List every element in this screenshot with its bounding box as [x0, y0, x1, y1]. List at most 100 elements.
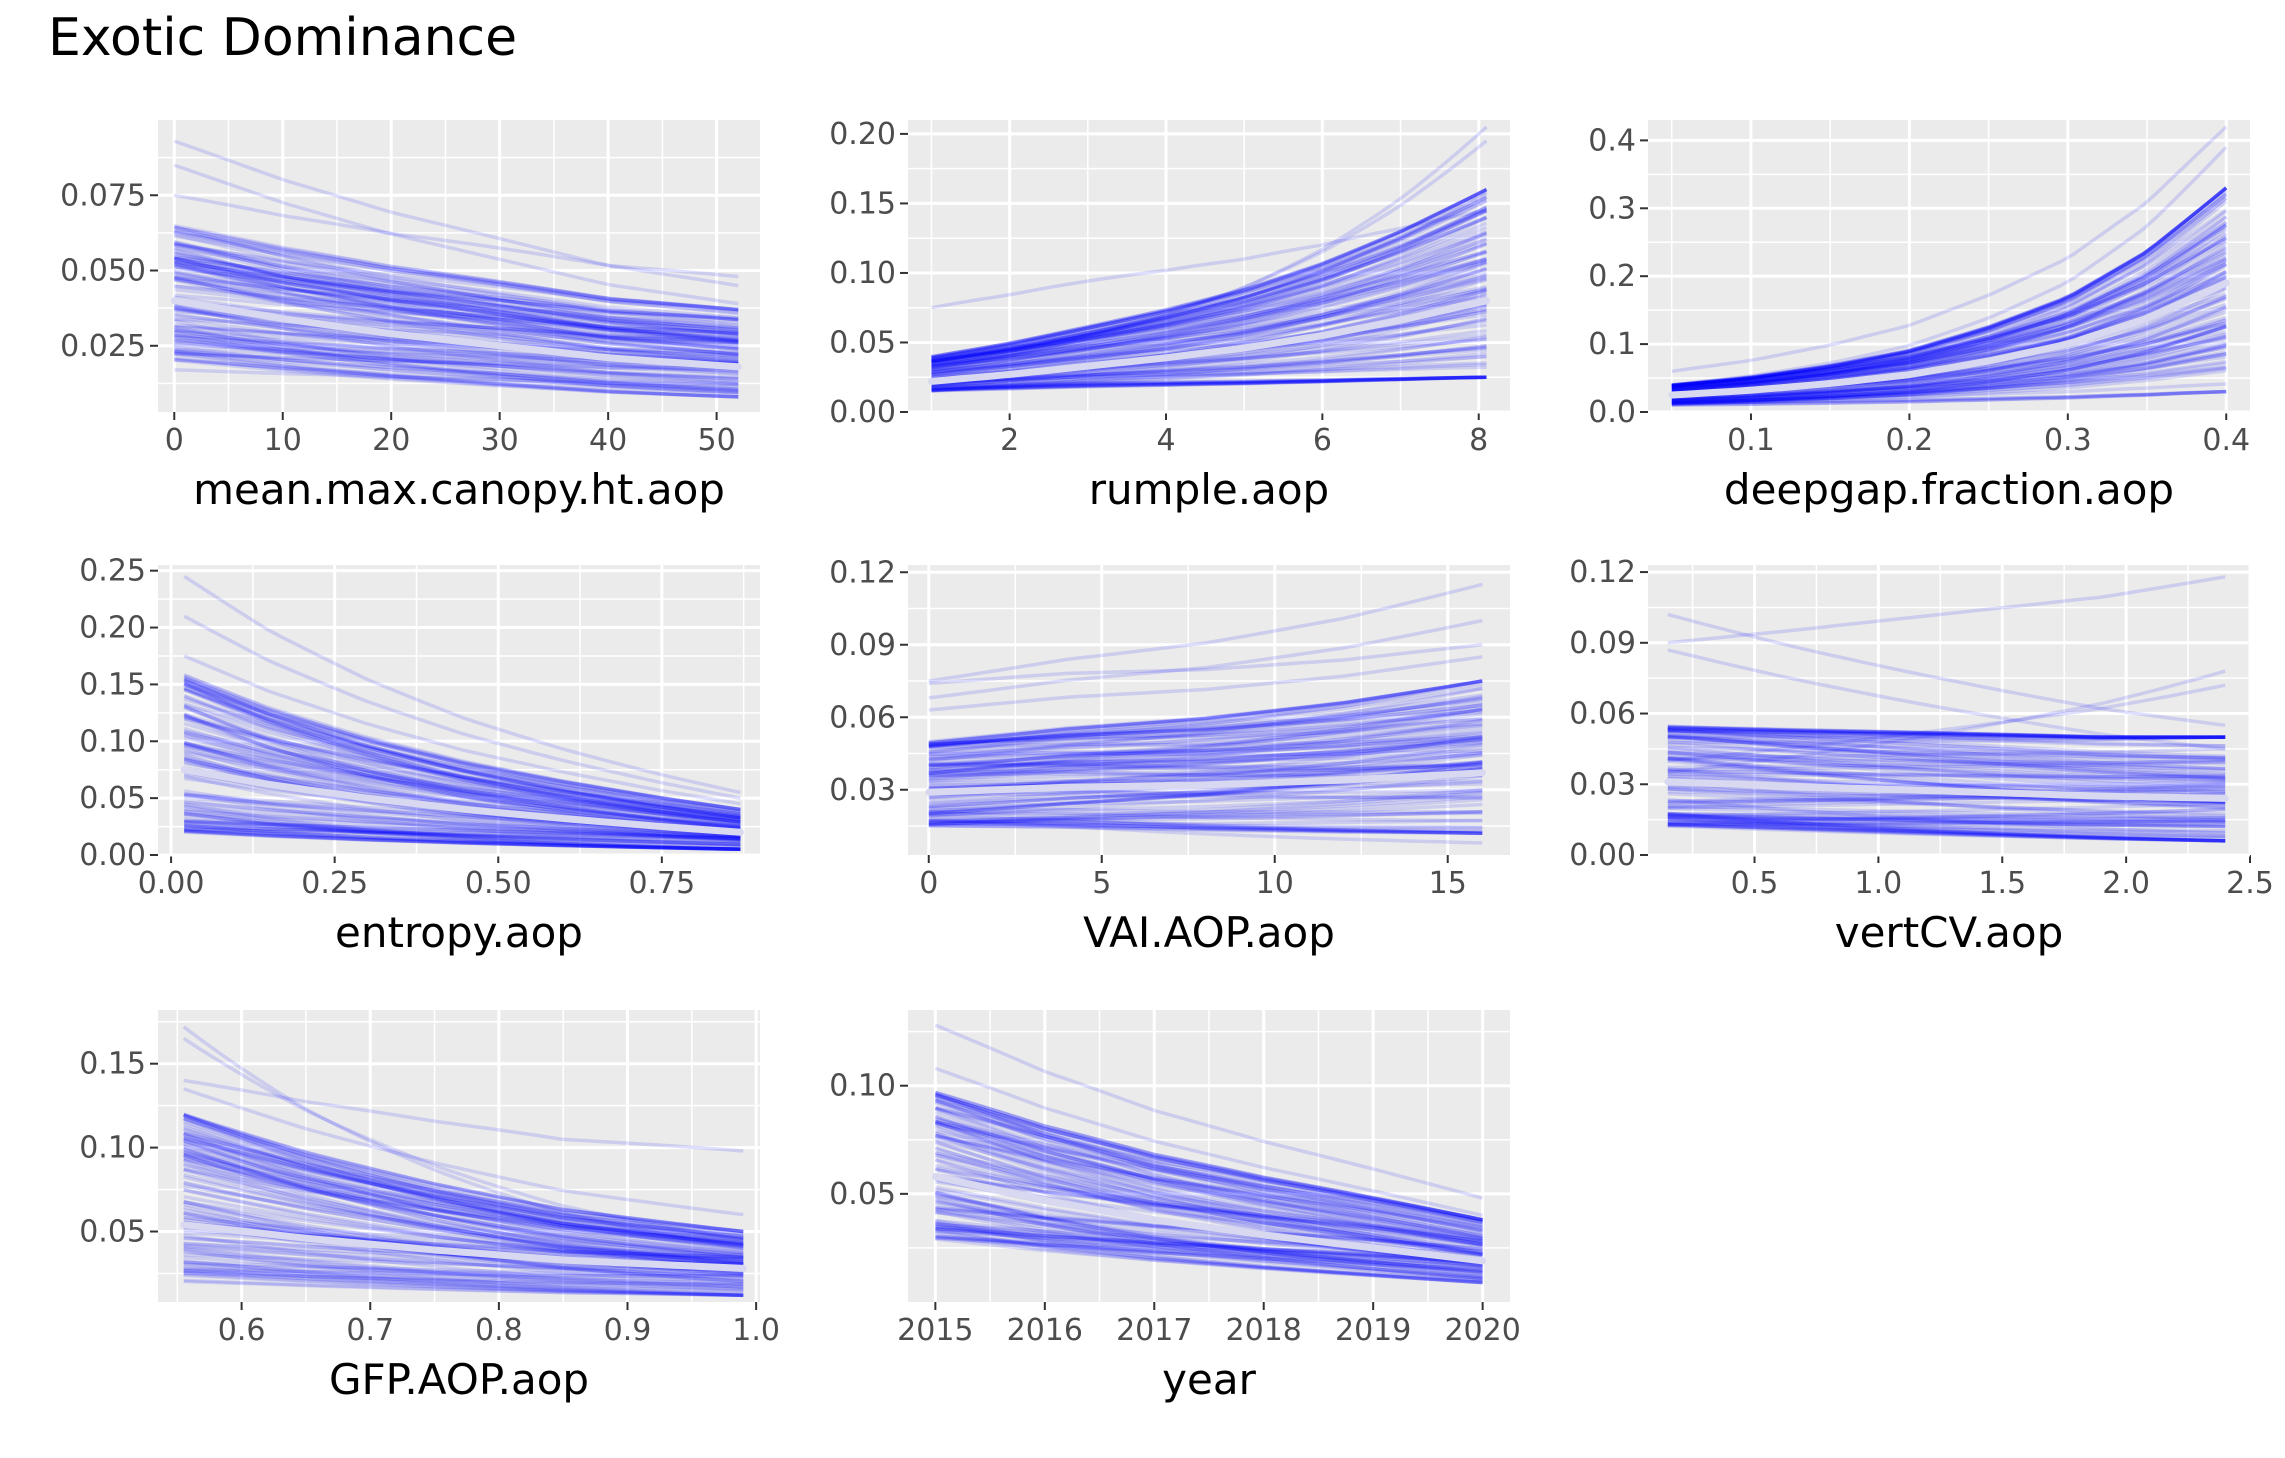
draw-line — [934, 1090, 1483, 1222]
outlier-draw-line — [183, 1087, 744, 1217]
x-tick-label: 10 — [1256, 866, 1294, 901]
draw-line — [183, 683, 741, 812]
draw-line — [1667, 746, 2226, 761]
draw-line — [931, 207, 1488, 370]
draw-line — [173, 230, 739, 315]
draw-line — [1671, 186, 2228, 388]
y-tick-label: 0.00 — [829, 395, 896, 430]
outlier-draw-line — [931, 208, 1487, 310]
draw-line — [934, 1106, 1483, 1228]
draw-line — [184, 823, 741, 852]
draw-line — [931, 199, 1488, 359]
draw-line — [935, 1222, 1483, 1267]
draw-line — [1671, 191, 2228, 390]
draw-line — [1667, 787, 2226, 818]
draw-line — [184, 822, 741, 847]
draw-line — [1667, 737, 2226, 770]
panel-4: 0.00 0.25 0.50 0.75 0.00 0.05 0.10 0.15 0.20 0.25… — [79, 554, 760, 957]
draw-line — [183, 1112, 744, 1234]
draw-line — [1671, 287, 2227, 403]
mean-line — [180, 766, 744, 836]
draw-line — [928, 769, 1483, 778]
draw-line — [931, 375, 1487, 390]
draw-line — [1667, 819, 2226, 827]
mean-line — [925, 769, 1486, 796]
draw-line — [173, 264, 739, 347]
draw-line — [928, 818, 1483, 836]
draw-line — [928, 706, 1483, 746]
draw-line — [184, 828, 741, 852]
draw-line — [183, 1126, 744, 1247]
draw-line — [183, 1267, 744, 1278]
mean-line — [170, 297, 742, 371]
draw-line — [184, 830, 741, 852]
draw-line — [1671, 306, 2227, 404]
draw-line — [183, 1260, 744, 1277]
draw-line — [173, 246, 739, 355]
draw-line — [935, 1236, 1483, 1273]
draw-line — [183, 742, 741, 829]
draw-line — [1667, 724, 2226, 748]
draw-line — [1671, 200, 2228, 392]
draw-line — [173, 248, 739, 347]
draw-line — [1667, 811, 2226, 821]
draw-line — [174, 333, 739, 376]
draw-line — [1667, 727, 2226, 761]
panel-8: 2015 2016 2017 2018 2019 2020 0.05 0.10 year — [829, 1010, 1521, 1404]
x-tick-label: 2.5 — [2226, 866, 2274, 901]
draw-line — [183, 1132, 744, 1260]
draw-line — [1667, 815, 2226, 839]
outlier-draw-line — [1667, 648, 2226, 751]
draw-line — [931, 231, 1488, 364]
draw-line — [1667, 787, 2226, 805]
draw-line — [183, 1265, 744, 1298]
draw-line — [928, 735, 1483, 750]
draw-line — [1671, 220, 2228, 392]
draw-line — [173, 229, 739, 312]
x-tick-label: 1.0 — [732, 1313, 780, 1348]
draw-line — [928, 679, 1483, 745]
draw-line — [931, 375, 1487, 392]
draw-line — [931, 375, 1487, 391]
draw-line — [183, 1154, 744, 1259]
draw-line — [931, 221, 1488, 367]
draw-line — [174, 329, 739, 381]
draw-line — [184, 828, 741, 849]
draw-line — [931, 257, 1488, 372]
panel-background — [1648, 565, 2250, 855]
draw-line — [183, 1135, 744, 1240]
outlier-draw-line — [182, 1037, 744, 1242]
draw-line — [183, 1117, 744, 1249]
draw-line — [183, 1245, 744, 1276]
draw-line — [183, 697, 741, 812]
draw-line — [183, 758, 741, 831]
draw-line — [934, 1121, 1483, 1255]
draw-line — [174, 267, 739, 320]
draw-line — [928, 733, 1483, 767]
draw-line — [1667, 801, 2226, 818]
draw-line — [1667, 757, 2226, 765]
draw-line — [1667, 804, 2226, 820]
x-tick-label: 0.3 — [2044, 423, 2092, 458]
draw-line — [928, 703, 1483, 747]
draw-line — [173, 256, 739, 350]
draw-line — [934, 1093, 1483, 1222]
draw-line — [931, 303, 1487, 388]
draw-line — [174, 274, 739, 330]
draw-line — [183, 715, 741, 821]
draw-line — [928, 741, 1483, 779]
draw-line — [931, 236, 1488, 375]
y-tick-label: 0.03 — [1569, 767, 1636, 802]
draw-line — [931, 260, 1488, 380]
x-tick-label: 0.6 — [218, 1313, 266, 1348]
draw-line — [1671, 220, 2228, 391]
draw-line — [931, 196, 1488, 359]
x-tick-label: 0 — [919, 866, 938, 901]
draw-line — [183, 677, 741, 812]
outlier-draw-line — [931, 125, 1488, 373]
draw-line — [174, 328, 739, 360]
draw-line — [931, 230, 1488, 363]
outlier-draw-line — [183, 654, 741, 806]
draw-line — [173, 257, 739, 344]
draw-line — [928, 823, 1483, 830]
